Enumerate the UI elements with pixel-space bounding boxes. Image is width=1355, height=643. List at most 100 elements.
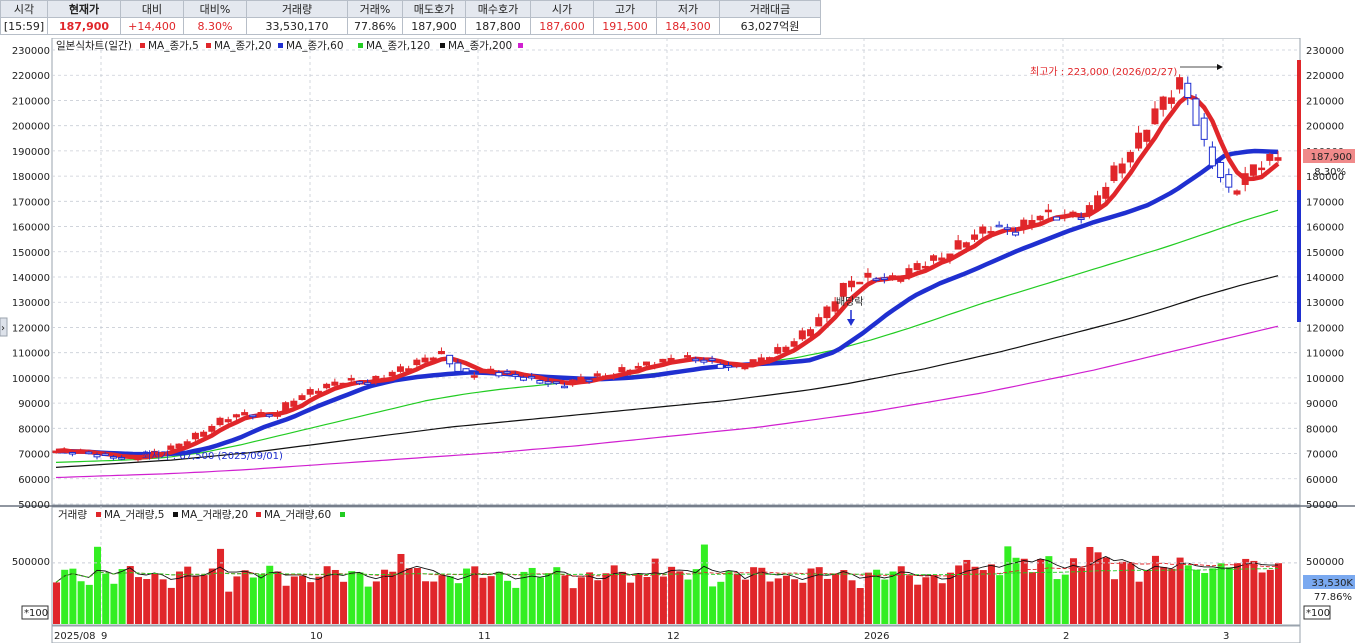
time-axis[interactable] bbox=[51, 625, 1301, 643]
volume-bar bbox=[241, 570, 249, 624]
volume-bar bbox=[307, 582, 315, 624]
candle-body bbox=[1077, 217, 1085, 220]
candle-body bbox=[1176, 77, 1184, 90]
candle-body bbox=[1266, 153, 1274, 161]
y-tick-left-label: 80000 bbox=[18, 424, 50, 435]
candle-body bbox=[183, 441, 191, 446]
volume-bar bbox=[135, 577, 143, 624]
price-panel-frame bbox=[51, 38, 1301, 506]
candle-body bbox=[585, 379, 593, 383]
candle-body bbox=[1192, 98, 1200, 126]
volume-ma60-line bbox=[55, 567, 1279, 583]
volume-tick-right: 500000 bbox=[1306, 557, 1344, 568]
volume-bar bbox=[512, 587, 520, 624]
header-volume-pct: 거래% bbox=[347, 0, 403, 18]
candle-body bbox=[766, 357, 774, 361]
volume-bar bbox=[422, 581, 430, 624]
candle-body bbox=[716, 363, 724, 369]
volume-bar bbox=[1184, 565, 1192, 624]
volume-bar bbox=[1102, 557, 1110, 624]
y-tick-left-label: 90000 bbox=[18, 399, 50, 410]
candle-body bbox=[364, 382, 372, 385]
volume-bar bbox=[1110, 579, 1118, 624]
volume-bar bbox=[504, 580, 512, 624]
volume-bar bbox=[1201, 573, 1209, 624]
volume-tick-left: 500000 bbox=[12, 557, 50, 568]
header-open: 시가 bbox=[530, 0, 594, 18]
candle-body bbox=[987, 230, 995, 234]
current-price-badge bbox=[1303, 149, 1355, 163]
volume-bar bbox=[561, 575, 569, 624]
price-strip-up bbox=[1297, 60, 1301, 190]
volume-bar bbox=[208, 568, 216, 624]
candle-body bbox=[1135, 132, 1143, 149]
legend-ma60: MA_종가,60 bbox=[286, 40, 344, 52]
volume-bar bbox=[741, 579, 749, 624]
volume-bar bbox=[299, 575, 307, 624]
y-tick-right-label: 90000 bbox=[1306, 399, 1338, 410]
legend-candles: 일본식차트(일간) bbox=[56, 39, 132, 52]
volume-bar bbox=[971, 566, 979, 624]
volume-bar bbox=[832, 573, 840, 624]
volume-bar bbox=[659, 576, 667, 624]
volume-bar bbox=[938, 583, 946, 624]
volume-bar bbox=[840, 570, 848, 624]
value-volume: 33,530,170 bbox=[246, 17, 348, 35]
candle-body bbox=[1044, 209, 1052, 213]
candle-body bbox=[880, 277, 888, 280]
x-label-2: 2 bbox=[1063, 631, 1069, 642]
candle-body bbox=[700, 359, 708, 363]
y-tick-right-label: 80000 bbox=[1306, 424, 1338, 435]
volume-bar bbox=[290, 576, 298, 624]
candle-body bbox=[1069, 211, 1077, 216]
volume-bar bbox=[118, 569, 126, 624]
header-time: 시각 bbox=[0, 0, 48, 18]
volume-bar bbox=[1045, 556, 1053, 624]
candle-body bbox=[651, 365, 659, 368]
candle-body bbox=[1233, 190, 1241, 195]
value-ask: 187,900 bbox=[402, 17, 466, 35]
y-tick-left-label: 130000 bbox=[12, 298, 50, 309]
volume-bar bbox=[151, 573, 159, 624]
dividend-arrow-icon bbox=[847, 319, 855, 326]
left-collapse-tab[interactable] bbox=[0, 317, 8, 337]
candle-body bbox=[610, 374, 618, 378]
x-label-2026: 2026 bbox=[864, 631, 889, 642]
left-collapse-arrow-icon[interactable]: › bbox=[1, 323, 5, 334]
volume-bar bbox=[1242, 558, 1250, 624]
candle-body bbox=[552, 381, 560, 384]
legend-vol-ma20: MA_거래량,20 bbox=[181, 509, 248, 521]
candle-body bbox=[60, 449, 68, 452]
volume-bar bbox=[167, 587, 175, 624]
candle-body bbox=[503, 371, 511, 374]
candle-body bbox=[1020, 219, 1028, 229]
legend-volume: 거래량 bbox=[58, 509, 87, 521]
volume-bar bbox=[225, 591, 233, 624]
current-volume-badge bbox=[1303, 575, 1355, 589]
candle-body bbox=[1012, 231, 1020, 236]
y-tick-right-label: 210000 bbox=[1306, 96, 1344, 107]
candle-body bbox=[954, 240, 962, 250]
ma20-line bbox=[55, 148, 1279, 457]
y-tick-right-label: 110000 bbox=[1306, 349, 1344, 360]
x-label-9: 9 bbox=[101, 631, 107, 642]
high-arrow-icon bbox=[1217, 64, 1223, 70]
volume-bar bbox=[979, 570, 987, 624]
candle-body bbox=[93, 454, 101, 458]
candle-body bbox=[306, 389, 314, 395]
candle-body bbox=[1258, 167, 1266, 171]
candle-body bbox=[848, 280, 856, 288]
candle-body bbox=[511, 373, 519, 377]
volume-bar bbox=[873, 569, 881, 624]
candle-body bbox=[85, 451, 93, 455]
stock-chart[interactable]: › 50000 60000 70000 80000 90000 100000 110000 1… bbox=[0, 38, 1355, 643]
candle-body bbox=[257, 411, 265, 415]
y-tick-left-label: 210000 bbox=[12, 96, 50, 107]
y-tick-right-label: 160000 bbox=[1306, 223, 1344, 234]
volume-bar bbox=[1012, 557, 1020, 624]
volume-bar bbox=[668, 566, 676, 624]
candle-body bbox=[905, 268, 913, 276]
dividend-annotation: 배당락 bbox=[836, 296, 864, 326]
volume-bar bbox=[758, 567, 766, 624]
candle-body bbox=[601, 375, 609, 379]
